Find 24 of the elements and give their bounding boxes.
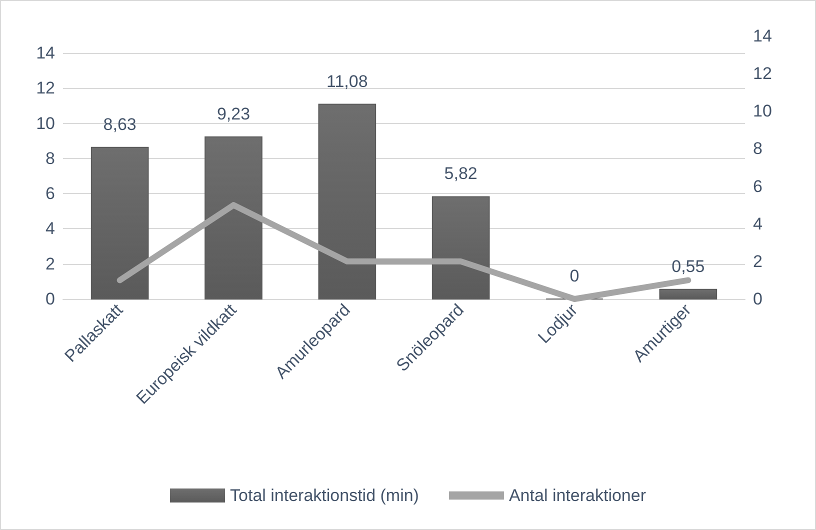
y-tick-label: 12 [36, 78, 55, 98]
legend-label: Total interaktionstid (min) [230, 486, 419, 505]
y2-tick-label: 10 [753, 102, 772, 121]
y-tick-label: 0 [46, 290, 55, 308]
y-tick-label: 2 [46, 254, 55, 274]
y-tick-label: 8 [46, 148, 55, 168]
y2-tick-label: 4 [753, 214, 762, 234]
data-label: 0 [570, 266, 580, 286]
y2-tick-label: 14 [753, 26, 772, 46]
y2-tick-label: 0 [753, 290, 762, 308]
legend-label: Antal interaktioner [508, 486, 646, 505]
y2-tick-label: 12 [753, 64, 772, 84]
y2-tick-label: 6 [753, 176, 762, 196]
y2-tick-label: 8 [753, 139, 762, 158]
y-tick-label: 4 [46, 219, 55, 238]
data-label: 8,63 [103, 114, 136, 134]
data-label: 11,08 [326, 72, 368, 91]
data-label: 9,23 [216, 104, 250, 124]
y2-tick-label: 2 [753, 252, 762, 271]
y-tick-label: 6 [46, 184, 55, 204]
data-label: 5,82 [444, 164, 478, 184]
y-tick-label: 14 [36, 44, 55, 62]
data-label: 0,55 [672, 256, 705, 276]
y-tick-label: 10 [36, 114, 55, 133]
